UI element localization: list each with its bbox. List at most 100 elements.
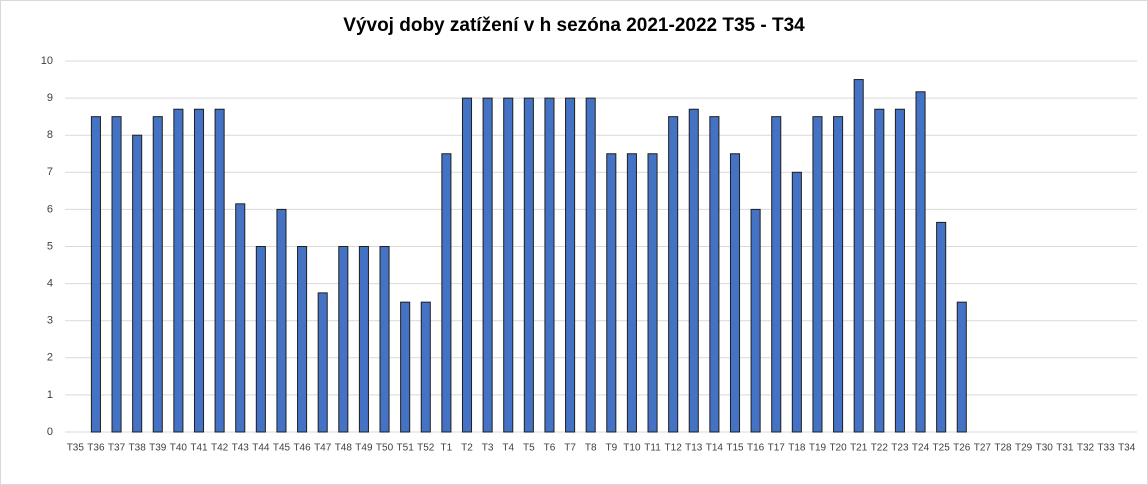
x-tick-label: T45 [273,443,291,454]
y-tick-label: 2 [47,352,53,364]
y-tick-label: 8 [47,129,53,141]
x-tick-label: T34 [1118,443,1136,454]
bar [771,116,782,433]
x-tick-label: T44 [252,443,270,454]
bar [173,108,184,433]
y-tick-label: 0 [47,426,53,438]
x-tick-label: T29 [1015,443,1033,454]
bar [503,97,514,433]
bar [791,171,802,433]
x-tick-label: T10 [623,443,641,454]
bar [688,108,699,433]
bar [235,203,246,433]
x-tick-label: T42 [211,443,229,454]
y-tick-label: 4 [47,278,53,290]
bar [317,292,328,433]
y-tick-label: 5 [47,240,53,252]
bar [338,246,349,433]
x-tick-label: T2 [461,443,473,454]
bar [255,246,266,433]
bar [111,116,122,433]
x-tick-label: T9 [605,443,617,454]
bar [276,208,287,433]
bar [523,97,534,433]
x-tick-label: T12 [665,443,683,454]
bar [812,116,823,433]
bar [874,108,885,433]
y-tick-label: 3 [47,315,53,327]
bar [193,108,205,433]
x-tick-label: T48 [335,443,353,454]
x-tick-label: T24 [912,443,930,454]
x-tick-label: T7 [564,443,576,454]
x-tick-label: T3 [482,443,494,454]
x-tick-label: T43 [232,443,250,454]
x-tick-label: T35 [67,443,85,454]
x-tick-label: T31 [1056,443,1074,454]
x-tick-label: T40 [170,443,188,454]
bar [565,97,576,433]
bar [379,246,390,433]
x-tick-label: T6 [544,443,556,454]
x-tick-label: T19 [809,443,827,454]
x-tick-label: T11 [644,443,661,454]
x-tick-label: T16 [747,443,765,454]
x-tick-label: T22 [871,443,889,454]
bar [668,116,679,433]
bar [833,116,844,433]
x-tick-label: T4 [502,443,514,454]
x-tick-label: T15 [726,443,744,454]
bar [441,153,452,433]
chart-title: Vývoj doby zatížení v h sezóna 2021-2022… [343,15,805,36]
bar [750,208,761,433]
x-tick-label: T23 [891,443,909,454]
x-tick-label: T38 [129,443,147,454]
x-tick-label: T32 [1077,443,1095,454]
bar [152,116,163,433]
bar [956,301,967,433]
x-tick-label: T41 [190,443,208,454]
bar [915,91,926,433]
y-tick-label: 10 [41,55,53,67]
x-tick-label: T50 [376,443,394,454]
bar [482,97,493,433]
bar [853,79,864,433]
bar [647,153,658,433]
x-tick-label: T27 [974,443,992,454]
bar [461,97,473,433]
x-tick-label: T46 [293,443,311,454]
x-tick-label: T20 [829,443,847,454]
bar [358,246,369,433]
bar [132,134,143,433]
x-tick-label: T5 [523,443,535,454]
y-tick-label: 6 [47,203,53,215]
x-tick-label: T37 [108,443,126,454]
x-tick-label: T18 [788,443,806,454]
x-tick-label: T14 [706,443,724,454]
x-tick-label: T39 [149,443,167,454]
bar [709,116,720,433]
x-tick-label: T1 [441,443,453,454]
x-tick-label: T17 [768,443,786,454]
x-tick-label: T26 [953,443,971,454]
x-tick-label: T21 [850,443,868,454]
x-tick-label: T33 [1097,443,1115,454]
y-tick-label: 9 [47,92,53,104]
bar [400,301,411,433]
y-tick-label: 7 [47,166,53,178]
x-tick-label: T8 [585,443,597,454]
bar [90,116,101,433]
x-tick-label: T47 [314,443,332,454]
x-tick-label: T52 [417,443,435,454]
bar [936,221,947,433]
x-tick-label: T13 [685,443,703,454]
x-tick-label: T36 [87,443,105,454]
bar [544,97,555,433]
x-tick-label: T49 [355,443,373,454]
bar [894,108,905,433]
bar [420,301,431,433]
bar [297,246,308,433]
y-tick-label: 1 [47,389,53,401]
x-tick-label: T51 [397,443,415,454]
